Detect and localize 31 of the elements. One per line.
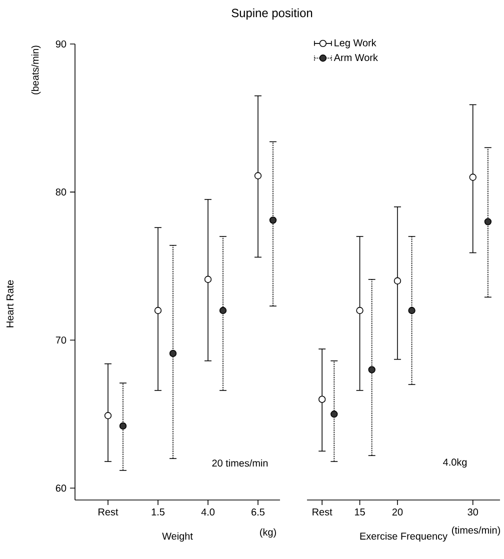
- x-tick-label: 30: [468, 508, 478, 516]
- y-tick-label: 80: [56, 188, 66, 196]
- x-tick-label: 15: [355, 508, 365, 516]
- legend-label: Leg Work: [334, 39, 376, 48]
- y-tick-label: 90: [56, 40, 66, 48]
- text: (times/min): [452, 526, 500, 536]
- point: [408, 306, 416, 314]
- point: [330, 410, 338, 418]
- legend-label: Arm Work: [334, 54, 378, 62]
- point: [394, 277, 402, 284]
- text: (beats/min): [31, 46, 41, 94]
- y-axis-title: Heart Rate: [6, 280, 14, 328]
- point: [484, 218, 492, 226]
- point: [318, 396, 326, 403]
- text: (kg): [260, 528, 276, 538]
- x-tick-label: 6.5: [252, 508, 265, 516]
- annotation: 4.0kg: [443, 458, 467, 468]
- x-tick-label: Rest: [312, 508, 332, 516]
- x-tick-label: 20: [392, 508, 403, 516]
- y-tick-label: 60: [56, 484, 66, 492]
- x-tick-label: Rest: [98, 508, 118, 516]
- chart-title: Supine position: [232, 8, 312, 20]
- x-axis-title: Weight: [162, 532, 193, 542]
- point: [469, 174, 476, 181]
- y-tick-label: 70: [56, 336, 66, 344]
- x-axis-title: Exercise Frequency: [360, 532, 448, 542]
- point: [356, 306, 364, 314]
- annotation: 20 times/min: [212, 459, 268, 467]
- point: [368, 366, 376, 374]
- x-tick-label: 1.5: [152, 508, 165, 516]
- x-tick-label: 4.0: [201, 508, 215, 516]
